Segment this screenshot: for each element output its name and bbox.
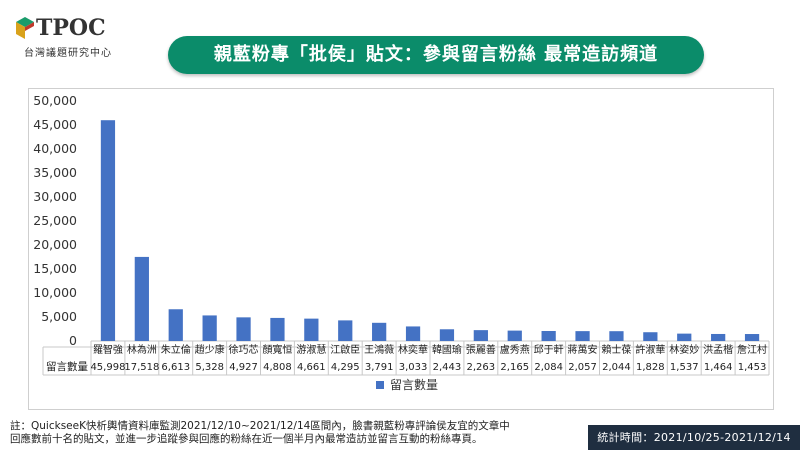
legend-swatch [376, 381, 384, 389]
tpoc-logo-icon [16, 17, 34, 39]
bar [473, 330, 488, 341]
data-value-label: 2,044 [602, 362, 631, 373]
data-value-label: 4,927 [229, 362, 258, 373]
bar [541, 330, 556, 341]
title-banner: 親藍粉專「批侯」貼文：參與留言粉絲 最常造訪頻道 [168, 36, 704, 74]
data-value-label: 2,263 [467, 362, 496, 373]
x-tick-label: 許淑華 [635, 343, 665, 356]
data-value-label: 45,998 [90, 362, 125, 373]
bar [338, 320, 353, 341]
x-tick-label: 張麗善 [466, 343, 496, 356]
bar [677, 333, 692, 341]
x-tick-label: 詹江村 [737, 343, 767, 356]
table-row-label: 留言數量 [46, 360, 88, 373]
x-tick-label: 羅智強 [93, 343, 123, 356]
x-tick-label: 顏寬恒 [262, 343, 292, 356]
bar [236, 317, 251, 341]
data-value-label: 1,464 [704, 362, 733, 373]
y-tick-label: 25,000 [33, 213, 77, 228]
logo-subtitle: 台灣議題研究中心 [24, 48, 112, 59]
data-value-label: 5,328 [195, 362, 224, 373]
data-value-label: 1,828 [636, 362, 665, 373]
data-value-label: 4,661 [297, 362, 326, 373]
bar-chart: 0 5,000 10,000 15,000 20,000 25,000 30,000 35,0… [33, 93, 770, 392]
bar [100, 120, 116, 342]
x-tick-label: 林為洲 [127, 343, 157, 356]
x-tick-label: 林姿妙 [669, 343, 699, 356]
data-value-label: 1,453 [738, 362, 767, 373]
footnote: 註：QuickseeK快析輿情資料庫監測2021/12/10~2021/12/1… [10, 420, 570, 446]
bar [744, 334, 760, 341]
x-tick-label: 趙少康 [195, 343, 225, 356]
data-value-label: 17,518 [124, 362, 159, 373]
legend-label: 留言數量 [390, 378, 438, 392]
y-tick-label: 10,000 [33, 285, 77, 300]
y-tick-label: 30,000 [33, 189, 77, 204]
x-tick-label: 盧秀燕 [500, 343, 530, 356]
y-tick-label: 15,000 [33, 261, 77, 276]
bar [202, 315, 217, 341]
y-tick-label: 20,000 [33, 237, 77, 252]
stat-period-badge: 統計時間：2021/10/25-2021/12/14 [588, 425, 800, 450]
data-value-label: 3,791 [365, 362, 394, 373]
logo: TPOC 台灣議題研究中心 [14, 14, 134, 60]
x-tick-label: 徐巧芯 [229, 343, 259, 356]
data-value-label: 4,808 [263, 362, 292, 373]
y-tick-label: 5,000 [41, 309, 77, 324]
logo-text: TPOC [36, 15, 106, 41]
bar [134, 256, 149, 341]
x-tick-label: 林奕華 [398, 343, 428, 356]
y-tick-label: 35,000 [33, 165, 77, 180]
x-tick-label: 賴士葆 [601, 343, 631, 356]
x-tick-label: 江啟臣 [330, 343, 360, 356]
data-value-label: 4,295 [331, 362, 360, 373]
x-tick-label: 游淑慧 [296, 343, 326, 356]
y-tick-label: 50,000 [33, 93, 77, 108]
data-value-label: 2,057 [568, 362, 597, 373]
x-tick-label: 邱于軒 [534, 343, 564, 356]
bar [304, 318, 319, 341]
data-value-label: 3,033 [399, 362, 428, 373]
x-tick-label: 洪孟楷 [703, 343, 733, 356]
data-value-label: 2,443 [433, 362, 462, 373]
x-tick-label: 王鴻薇 [364, 343, 394, 356]
bar [609, 331, 624, 341]
y-tick-label: 0 [69, 333, 77, 348]
x-tick-label: 朱立倫 [161, 343, 191, 356]
page-title: 親藍粉專「批侯」貼文：參與留言粉絲 最常造訪頻道 [213, 44, 659, 65]
bar [168, 309, 183, 341]
bar [643, 332, 658, 341]
data-value-label: 1,537 [670, 362, 699, 373]
x-tick-label: 韓國瑜 [432, 343, 462, 356]
x-tick-label: 蔣萬安 [568, 343, 598, 356]
data-value-label: 2,084 [534, 362, 563, 373]
bar [270, 317, 285, 341]
chart-container: 0 5,000 10,000 15,000 20,000 25,000 30,000 35,0… [28, 88, 774, 410]
bar [507, 330, 522, 341]
bar [405, 326, 421, 341]
y-tick-label: 45,000 [33, 117, 77, 132]
bar [711, 333, 726, 341]
y-tick-label: 40,000 [33, 141, 77, 156]
bar [575, 331, 590, 341]
bar [439, 329, 455, 341]
data-value-label: 2,165 [500, 362, 529, 373]
data-value-label: 6,613 [161, 362, 190, 373]
bar [372, 322, 387, 341]
footnote-line-1: 註：QuickseeK快析輿情資料庫監測2021/12/10~2021/12/1… [10, 420, 510, 432]
footnote-line-2: 回應數前十名的貼文，並進一步追蹤參與回應的粉絲在近一個半月內最常造訪並留言互動的… [10, 433, 483, 445]
